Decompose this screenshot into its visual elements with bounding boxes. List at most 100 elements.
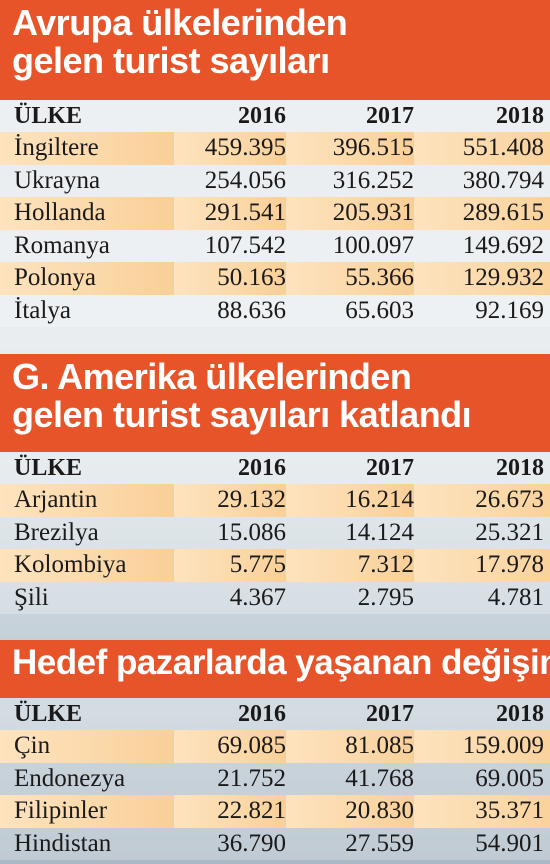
cell-country: Filipinler [0, 795, 174, 828]
south-america-section: G. Amerika ülkelerinden gelen turist say… [0, 354, 550, 614]
cell-country: Polonya [0, 262, 174, 295]
europe-table: ÜLKE 2016 2017 2018 İngiltere 459.395 39… [0, 100, 550, 327]
south-america-title-banner: G. Amerika ülkelerinden gelen turist say… [0, 354, 550, 452]
header-year-2016: 2016 [174, 100, 286, 132]
cell-2017: 316.252 [286, 164, 414, 197]
cell-country: İtalya [0, 294, 174, 327]
header-year-2017: 2017 [286, 452, 414, 484]
cell-2016: 36.790 [174, 827, 286, 860]
table-row: İtalya 88.636 65.603 92.169 [0, 294, 550, 327]
cell-2018: 26.673 [414, 484, 550, 517]
table-row: Şili 4.367 2.795 4.781 [0, 581, 550, 614]
header-year-2016: 2016 [174, 452, 286, 484]
cell-2018: 69.005 [414, 762, 550, 795]
cell-2018: 149.692 [414, 229, 550, 262]
cell-2018: 4.781 [414, 581, 550, 614]
cell-2018: 25.321 [414, 516, 550, 549]
cell-2018: 380.794 [414, 164, 550, 197]
table-row: Brezilya 15.086 14.124 25.321 [0, 516, 550, 549]
cell-country: Hollanda [0, 197, 174, 230]
table-row: Filipinler 22.821 20.830 35.371 [0, 795, 550, 828]
table-row: Çin 69.085 81.085 159.009 [0, 730, 550, 763]
cell-2017: 14.124 [286, 516, 414, 549]
cell-2018: 129.932 [414, 262, 550, 295]
cell-2017: 100.097 [286, 229, 414, 262]
table-header-row: ÜLKE 2016 2017 2018 [0, 100, 550, 132]
header-year-2017: 2017 [286, 100, 414, 132]
header-year-2018: 2018 [414, 698, 550, 730]
target-markets-section: Hedef pazarlarda yaşanan değişim ÜLKE 20… [0, 640, 550, 860]
europe-title-line-2: gelen turist sayıları [12, 40, 330, 81]
cell-country: Endonezya [0, 762, 174, 795]
header-country: ÜLKE [0, 100, 174, 132]
header-year-2018: 2018 [414, 452, 550, 484]
cell-2016: 254.056 [174, 164, 286, 197]
table-row: Romanya 107.542 100.097 149.692 [0, 229, 550, 262]
cell-2018: 54.901 [414, 827, 550, 860]
cell-2017: 20.830 [286, 795, 414, 828]
europe-title-banner: Avrupa ülkelerinden gelen turist sayılar… [0, 0, 550, 100]
europe-title-line-1: Avrupa ülkelerinden [12, 2, 348, 43]
cell-2017: 65.603 [286, 294, 414, 327]
table-row: Ukrayna 254.056 316.252 380.794 [0, 164, 550, 197]
cell-2016: 29.132 [174, 484, 286, 517]
cell-2017: 7.312 [286, 549, 414, 582]
cell-2018: 92.169 [414, 294, 550, 327]
target-markets-title-banner: Hedef pazarlarda yaşanan değişim [0, 640, 550, 698]
europe-section: Avrupa ülkelerinden gelen turist sayılar… [0, 0, 550, 327]
cell-2017: 81.085 [286, 730, 414, 763]
south-america-title-line-1: G. Amerika ülkelerinden [12, 356, 412, 397]
cell-2016: 5.775 [174, 549, 286, 582]
cell-country: Romanya [0, 229, 174, 262]
header-country: ÜLKE [0, 452, 174, 484]
table-row: Hindistan 36.790 27.559 54.901 [0, 827, 550, 860]
cell-country: Brezilya [0, 516, 174, 549]
table-row: Kolombiya 5.775 7.312 17.978 [0, 549, 550, 582]
cell-2016: 22.821 [174, 795, 286, 828]
cell-2016: 4.367 [174, 581, 286, 614]
table-header-row: ÜLKE 2016 2017 2018 [0, 452, 550, 484]
cell-2017: 55.366 [286, 262, 414, 295]
cell-2016: 291.541 [174, 197, 286, 230]
target-markets-table: ÜLKE 2016 2017 2018 Çin 69.085 81.085 15… [0, 698, 550, 860]
south-america-table: ÜLKE 2016 2017 2018 Arjantin 29.132 16.2… [0, 452, 550, 614]
cell-country: Kolombiya [0, 549, 174, 582]
cell-2017: 396.515 [286, 132, 414, 165]
cell-2018: 159.009 [414, 730, 550, 763]
cell-2018: 551.408 [414, 132, 550, 165]
cell-2018: 35.371 [414, 795, 550, 828]
cell-2016: 459.395 [174, 132, 286, 165]
header-year-2017: 2017 [286, 698, 414, 730]
cell-2016: 21.752 [174, 762, 286, 795]
table-header-row: ÜLKE 2016 2017 2018 [0, 698, 550, 730]
cell-country: Hindistan [0, 827, 174, 860]
cell-2018: 289.615 [414, 197, 550, 230]
header-year-2018: 2018 [414, 100, 550, 132]
table-row: İngiltere 459.395 396.515 551.408 [0, 132, 550, 165]
cell-2017: 205.931 [286, 197, 414, 230]
cell-country: Çin [0, 730, 174, 763]
cell-country: İngiltere [0, 132, 174, 165]
cell-2017: 27.559 [286, 827, 414, 860]
cell-2017: 16.214 [286, 484, 414, 517]
table-row: Hollanda 291.541 205.931 289.615 [0, 197, 550, 230]
cell-2016: 107.542 [174, 229, 286, 262]
target-markets-title-line-1: Hedef pazarlarda yaşanan değişim [12, 643, 550, 682]
cell-country: Ukrayna [0, 164, 174, 197]
cell-country: Arjantin [0, 484, 174, 517]
cell-2016: 88.636 [174, 294, 286, 327]
header-country: ÜLKE [0, 698, 174, 730]
cell-2016: 50.163 [174, 262, 286, 295]
header-year-2016: 2016 [174, 698, 286, 730]
table-row: Arjantin 29.132 16.214 26.673 [0, 484, 550, 517]
south-america-title-line-2: gelen turist sayıları katlandı [12, 394, 472, 435]
cell-2016: 15.086 [174, 516, 286, 549]
table-row: Endonezya 21.752 41.768 69.005 [0, 762, 550, 795]
cell-2016: 69.085 [174, 730, 286, 763]
cell-2018: 17.978 [414, 549, 550, 582]
cell-2017: 2.795 [286, 581, 414, 614]
cell-country: Şili [0, 581, 174, 614]
cell-2017: 41.768 [286, 762, 414, 795]
table-row: Polonya 50.163 55.366 129.932 [0, 262, 550, 295]
